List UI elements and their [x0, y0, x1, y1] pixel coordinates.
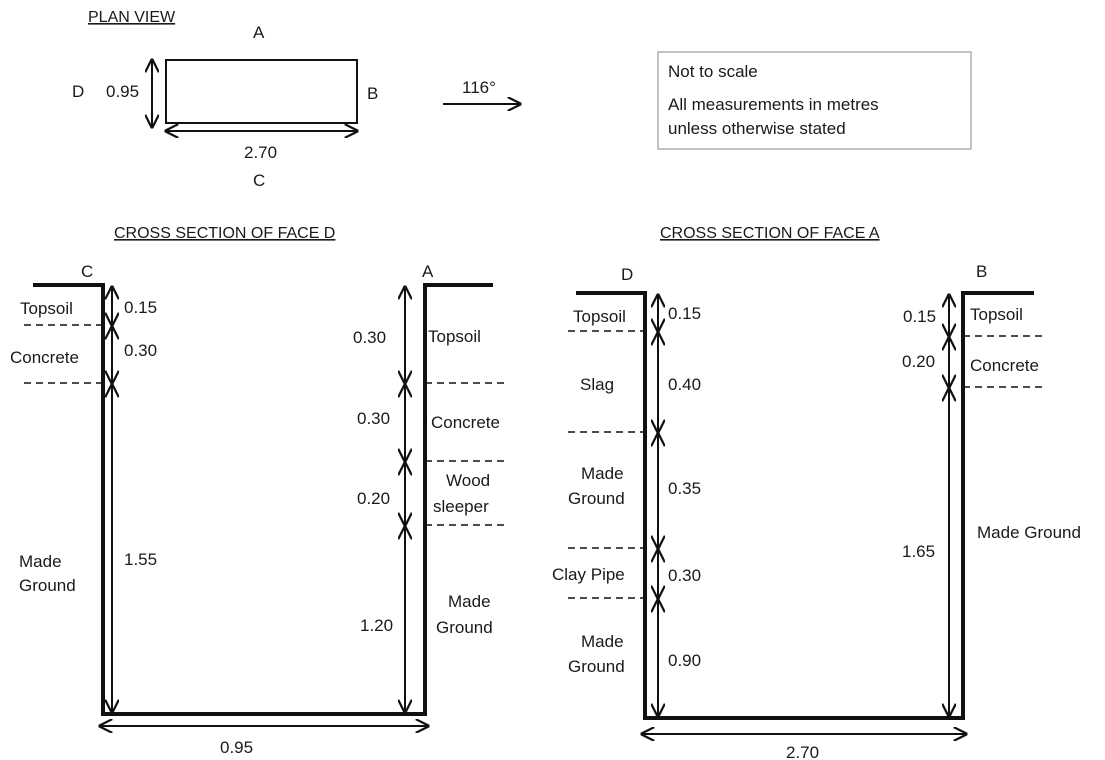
face-d-pit-outline: [33, 283, 493, 716]
face-a-left-material: Clay Pipe: [552, 565, 625, 584]
face-a-left-depth: 0.35: [668, 479, 701, 498]
face-a-section: CROSS SECTION OF FACE A D B Topsoil 0.15…: [552, 225, 1081, 760]
face-a-left-material: Slag: [580, 375, 614, 394]
face-d-right-depth: 1.20: [360, 616, 393, 635]
face-a-pit-outline: [576, 291, 1034, 720]
face-d-corner-c: C: [81, 262, 93, 281]
face-d-right-material: Topsoil: [428, 327, 481, 346]
face-a-left-material-line2: Ground: [568, 489, 625, 508]
plan-view: PLAN VIEW A B C D 0.95 2.70 116°: [72, 9, 520, 190]
face-d-width-label: 0.95: [220, 738, 253, 757]
note-units-line1: All measurements in metres: [668, 95, 879, 114]
face-a-left-depth: 0.90: [668, 651, 701, 670]
plan-view-title: PLAN VIEW: [88, 9, 176, 26]
face-d-right-material-line2: Ground: [436, 618, 493, 637]
face-a-left-material: Topsoil: [573, 307, 626, 326]
face-d-left-depth: 1.55: [124, 550, 157, 569]
face-d-left-material: Topsoil: [20, 299, 73, 318]
face-a-left-depth: 0.15: [668, 304, 701, 323]
face-d-right-depth: 0.30: [353, 328, 386, 347]
plan-width-label: 0.95: [106, 82, 139, 101]
face-d-right-depth: 0.20: [357, 489, 390, 508]
face-d-right-material-line1: Wood: [446, 471, 490, 490]
face-a-right-material: Made Ground: [977, 523, 1081, 542]
face-d-corner-a: A: [422, 262, 434, 281]
face-a-corner-b: B: [976, 262, 987, 281]
face-a-right-material: Concrete: [970, 356, 1039, 375]
face-d-right-depth: 0.30: [357, 409, 390, 428]
plan-side-d: D: [72, 82, 84, 101]
face-d-section: CROSS SECTION OF FACE D C A Topsoil 0.15…: [10, 225, 505, 757]
plan-side-a: A: [253, 23, 265, 42]
face-a-right-depth: 0.15: [903, 307, 936, 326]
notes-box: Not to scale All measurements in metres …: [657, 51, 972, 150]
plan-side-b: B: [367, 84, 378, 103]
face-d-left-material: Concrete: [10, 348, 79, 367]
face-a-left-material-line2: Ground: [568, 657, 625, 676]
plan-rectangle: [165, 59, 358, 124]
face-a-left-material-line1: Made: [581, 464, 624, 483]
face-a-right-depth: 1.65: [902, 542, 935, 561]
face-d-right-material: Concrete: [431, 413, 500, 432]
face-a-left-depth: 0.30: [668, 566, 701, 585]
bearing-label: 116°: [462, 78, 496, 97]
note-not-to-scale: Not to scale: [668, 62, 758, 81]
face-a-corner-d: D: [621, 265, 633, 284]
face-d-left-depth: 0.30: [124, 341, 157, 360]
plan-length-label: 2.70: [244, 143, 277, 162]
face-d-left-depth: 0.15: [124, 298, 157, 317]
face-a-right-material: Topsoil: [970, 305, 1023, 324]
face-d-right-material-line1: Made: [448, 592, 491, 611]
face-a-width-label: 2.70: [786, 743, 819, 760]
face-d-left-material-line1: Made: [19, 552, 62, 571]
face-a-right-depth: 0.20: [902, 352, 935, 371]
note-units-line2: unless otherwise stated: [668, 119, 846, 138]
plan-side-c: C: [253, 171, 265, 190]
face-a-left-material-line1: Made: [581, 632, 624, 651]
face-d-title: CROSS SECTION OF FACE D: [114, 225, 335, 242]
face-a-title: CROSS SECTION OF FACE A: [660, 225, 880, 242]
face-d-right-material-line2: sleeper: [433, 497, 489, 516]
face-a-left-depth: 0.40: [668, 375, 701, 394]
face-d-left-material-line2: Ground: [19, 576, 76, 595]
